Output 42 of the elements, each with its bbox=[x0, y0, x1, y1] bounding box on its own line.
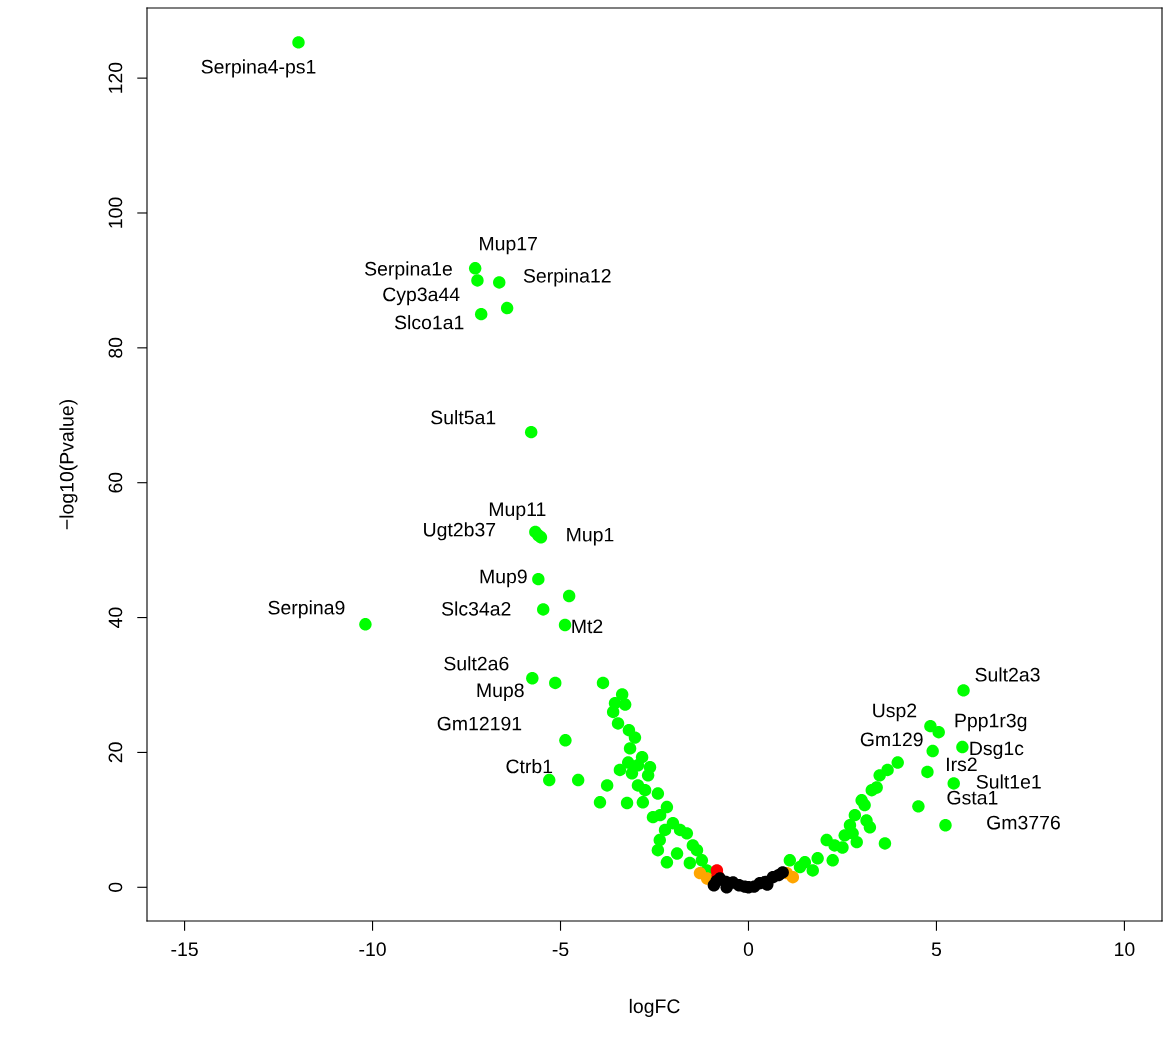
x-axis-title: logFC bbox=[629, 998, 680, 1017]
annotation: Ugt2b37 bbox=[424, 522, 496, 541]
annotation: Mt2 bbox=[572, 619, 603, 634]
annotation: Mup1 bbox=[567, 527, 614, 546]
annotation: Gsta1 bbox=[947, 790, 998, 805]
annotation: Serpina9 bbox=[268, 600, 345, 619]
y-tick-label: 0 bbox=[108, 882, 123, 892]
annotation: Sult1e1 bbox=[976, 774, 1041, 789]
annotation: Slc34a2 bbox=[441, 601, 511, 616]
y-tick-label: 80 bbox=[108, 337, 123, 358]
annotation: Gm3776 bbox=[987, 815, 1060, 830]
annotation: Ctrb1 bbox=[506, 759, 553, 774]
y-tick-label: 20 bbox=[108, 742, 123, 763]
annotation: Slco1a1 bbox=[394, 315, 464, 330]
annotation: Mup8 bbox=[477, 683, 524, 702]
x-tick-label: 5 bbox=[931, 942, 942, 957]
x-tick-label: -15 bbox=[171, 942, 198, 957]
annotation: Usp2 bbox=[873, 703, 917, 722]
annotation: Serpina12 bbox=[523, 268, 611, 287]
y-axis-title: −log10(Pvalue) bbox=[59, 400, 78, 530]
y-tick-label: 60 bbox=[108, 472, 123, 493]
x-tick-label: -5 bbox=[552, 942, 569, 957]
annotation: Dsg1c bbox=[970, 741, 1024, 760]
annotation: Mup17 bbox=[480, 236, 537, 255]
annotation: Gm129 bbox=[860, 732, 923, 747]
annotation: Gm12191 bbox=[437, 716, 522, 731]
annotation: Irs2 bbox=[947, 757, 977, 772]
annotation: Mup9 bbox=[480, 569, 527, 588]
annotation: Mup11 bbox=[489, 502, 546, 520]
annotation: Sult5a1 bbox=[431, 410, 496, 425]
x-tick-label: 10 bbox=[1115, 942, 1135, 957]
annotation: Sult2a6 bbox=[444, 656, 509, 671]
x-tick-label: 0 bbox=[743, 942, 754, 957]
annotation: Serpina4-ps1 bbox=[201, 59, 316, 78]
y-tick-label: 120 bbox=[108, 62, 123, 93]
annotation: Cyp3a44 bbox=[383, 287, 460, 306]
x-tick-label: -10 bbox=[359, 942, 386, 957]
annotation: Serpina1e bbox=[365, 261, 452, 280]
y-tick-label: 100 bbox=[108, 197, 123, 228]
y-tick-label: 40 bbox=[108, 607, 123, 628]
annotation: Ppp1r3g bbox=[955, 713, 1027, 732]
annotation: Sult2a3 bbox=[975, 667, 1040, 682]
